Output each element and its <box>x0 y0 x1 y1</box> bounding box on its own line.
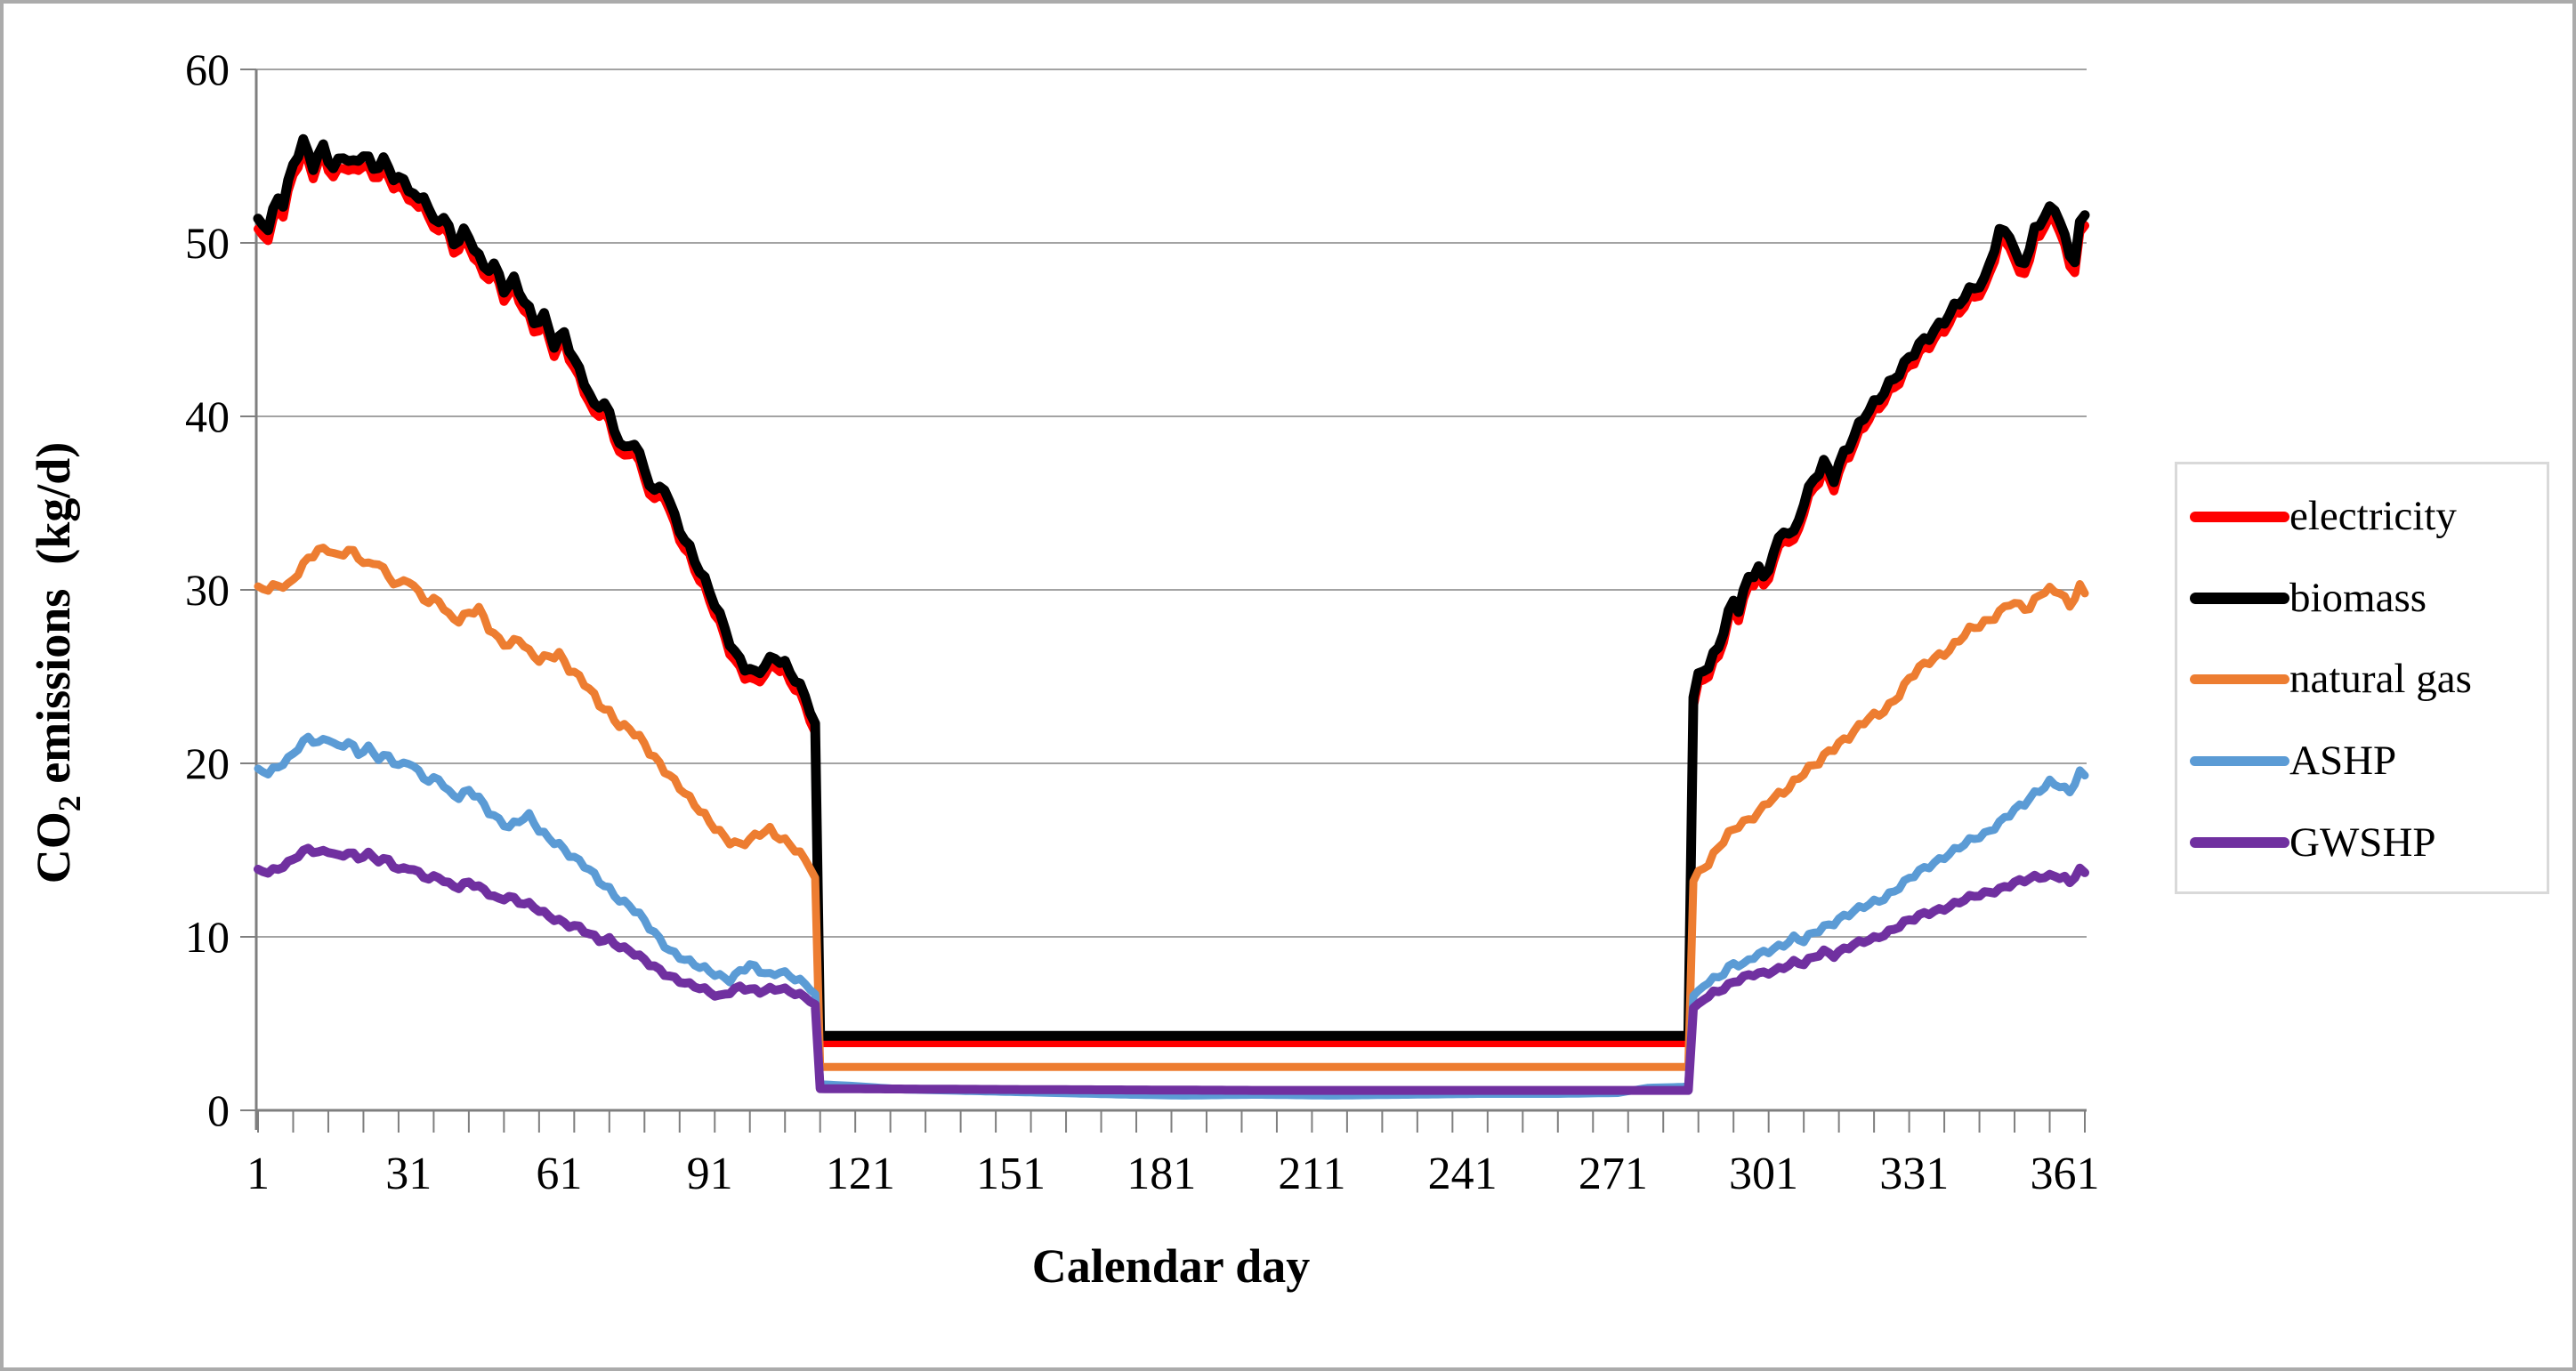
legend-label-electricity: electricity <box>2289 493 2457 539</box>
y-axis-title-suffix: emissions (kg/d) <box>27 441 80 796</box>
legend-swatch-ASHP <box>2190 756 2289 767</box>
legend-swatch-electricity <box>2190 511 2289 522</box>
y-tick-label-30: 30 <box>185 565 230 615</box>
series-line-ASHP <box>254 732 2089 1100</box>
legend-label-ASHP: ASHP <box>2289 737 2397 784</box>
y-tick-label-50: 50 <box>185 218 230 268</box>
legend-swatch-biomass <box>2190 592 2289 604</box>
series-line-biomass <box>253 133 2090 1041</box>
legend-label-natural-gas: natural gas <box>2289 656 2472 703</box>
legend-item-GWSHP: GWSHP <box>2190 819 2540 866</box>
y-axis-title-subscript: 2 <box>51 795 87 812</box>
x-tick-label-181: 181 <box>1126 1149 1197 1199</box>
legend: electricity biomass natural gas ASHP GWSHP <box>2175 462 2549 894</box>
legend-item-ASHP: ASHP <box>2190 737 2540 784</box>
x-tick-label-61: 61 <box>536 1149 583 1199</box>
y-axis-title-prefix: CO <box>27 811 80 884</box>
y-tick-label-0: 0 <box>207 1085 230 1135</box>
y-tick-label-40: 40 <box>185 391 230 441</box>
legend-label-GWSHP: GWSHP <box>2289 819 2436 866</box>
x-tick-label-361: 361 <box>2030 1149 2100 1199</box>
x-axis-title: Calendar day <box>1031 1239 1311 1293</box>
x-tick-label-31: 31 <box>385 1149 432 1199</box>
x-tick-label-1: 1 <box>246 1149 270 1199</box>
x-tick-label-211: 211 <box>1278 1149 1346 1199</box>
legend-label-biomass: biomass <box>2289 574 2427 621</box>
y-tick-label-60: 60 <box>185 44 230 94</box>
x-tick-label-241: 241 <box>1427 1149 1498 1199</box>
y-tick-label-20: 20 <box>185 738 230 788</box>
x-tick-label-271: 271 <box>1578 1149 1648 1199</box>
series-line-GWSHP <box>254 843 2089 1095</box>
legend-item-natural-gas: natural gas <box>2190 657 2540 701</box>
y-tick-label-10: 10 <box>185 912 230 962</box>
legend-swatch-GWSHP <box>2190 837 2289 849</box>
legend-item-electricity: electricity <box>2190 493 2540 539</box>
x-tick-label-91: 91 <box>686 1149 733 1199</box>
x-tick-label-331: 331 <box>1879 1149 1950 1199</box>
series-line-natural-gas <box>254 544 2089 1071</box>
legend-item-biomass: biomass <box>2190 574 2540 621</box>
y-axis-title: CO2 emissions (kg/d) <box>26 129 87 1197</box>
x-tick-label-301: 301 <box>1729 1149 1799 1199</box>
legend-swatch-natural-gas <box>2190 674 2289 685</box>
x-tick-label-151: 151 <box>976 1149 1046 1199</box>
x-tick-label-121: 121 <box>825 1149 895 1199</box>
